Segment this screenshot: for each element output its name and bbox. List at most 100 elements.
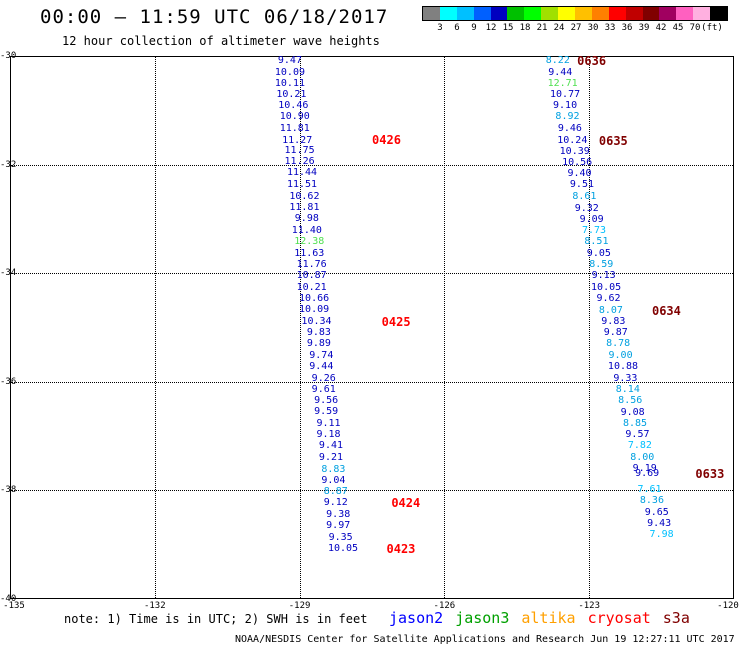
wave-height-value: 11.44: [286, 167, 318, 179]
satellite-legend-item: altika: [521, 609, 576, 627]
wave-height-value: 10.56: [562, 156, 593, 168]
wave-height-value: 8.51: [584, 236, 609, 248]
wave-height-value: 9.62: [596, 293, 621, 305]
color-swatch: [490, 7, 508, 20]
wave-height-value: 9.47: [277, 55, 302, 67]
wave-height-value: 7.98: [649, 529, 674, 541]
longitude-tick-label: -135: [3, 601, 25, 611]
color-scale-label: 33: [604, 23, 616, 33]
wave-height-value: 10.09: [299, 304, 330, 316]
wave-height-value: 11.75: [284, 145, 315, 157]
wave-height-value: 9.32: [574, 202, 599, 214]
wave-height-value: 10.24: [557, 134, 588, 146]
latitude-tick-label: -30: [0, 51, 17, 61]
wave-height-value: 9.89: [306, 338, 331, 350]
color-swatch: [473, 7, 491, 20]
color-scale-label: 70: [689, 23, 701, 33]
color-swatch: [456, 7, 474, 20]
color-swatch: [558, 7, 576, 20]
color-swatch: [608, 7, 626, 20]
wave-height-value: 8.87: [323, 486, 348, 498]
wave-height-value: 9.83: [601, 316, 626, 328]
color-swatch: [659, 7, 677, 20]
wave-height-value: 10.21: [296, 281, 327, 293]
satellite-legend-item: s3a: [662, 609, 690, 627]
wave-height-value: 8.78: [606, 338, 631, 350]
latitude-tick-label: -40: [0, 594, 17, 604]
pass-time-label: 0424: [391, 496, 421, 511]
chart-title: 00:00 – 11:59 UTC 06/18/2017: [40, 6, 389, 28]
longitude-gridline: [154, 57, 156, 598]
wave-height-value: 10.77: [550, 88, 581, 100]
color-swatch: [575, 7, 592, 20]
wave-height-value: 9.35: [328, 531, 353, 543]
wave-height-value: 12.71: [547, 77, 578, 89]
color-scale-label: 12: [485, 23, 497, 33]
wave-height-value: 11.51: [286, 179, 318, 191]
satellite-legend-item: jason3: [455, 609, 510, 627]
chart-subtitle: 12 hour collection of altimeter wave hei…: [62, 34, 380, 48]
wave-height-value: 10.62: [289, 191, 320, 203]
wave-height-value: 8.36: [639, 495, 664, 507]
wave-height-value: 9.69: [635, 468, 660, 480]
wave-height-value: 9.61: [311, 383, 336, 395]
wave-height-value: 9.65: [644, 506, 669, 518]
wave-height-value: 10.34: [301, 316, 332, 328]
wave-height-value: 9.26: [311, 373, 336, 385]
latitude-tick-label: -36: [0, 376, 17, 387]
color-swatch: [541, 7, 559, 20]
latitude-tick-label: -34: [0, 268, 17, 279]
color-scale-label: 18: [519, 23, 531, 33]
pass-time-label: 0426: [372, 133, 401, 148]
pass-time-label: 0425: [381, 315, 411, 330]
wave-height-value: 9.57: [625, 429, 650, 440]
wave-height-value: 11.40: [291, 224, 322, 236]
satellite-legend-item: cryosat: [587, 609, 651, 627]
wave-height-value: 9.00: [608, 349, 633, 361]
wave-height-value: 8.14: [615, 383, 640, 395]
longitude-gridline: [444, 57, 446, 598]
wave-height-value: 8.61: [572, 191, 597, 203]
wave-height-value: 10.11: [274, 77, 305, 89]
longitude-tick-label: -129: [288, 601, 311, 611]
color-scale-label: 6: [454, 23, 460, 33]
wave-height-value: 10.09: [274, 66, 305, 78]
wave-height-value: 9.44: [548, 66, 573, 78]
wave-height-value: 8.22: [545, 55, 570, 67]
wave-height-value: 9.51: [569, 179, 594, 191]
color-scale-label: 15: [502, 23, 514, 33]
wave-height-value: 9.87: [603, 327, 628, 339]
wave-height-value: 11.81: [279, 122, 310, 134]
color-swatch: [642, 7, 660, 20]
pass-time-label: 0636: [577, 54, 607, 69]
satellite-legend-item: jason2: [389, 609, 444, 627]
wave-height-value: 8.85: [623, 417, 648, 429]
footer-credit: NOAA/NESDIS Center for Satellite Applica…: [235, 634, 735, 645]
wave-height-value: 7.82: [627, 440, 652, 452]
color-swatch: [625, 7, 643, 20]
latitude-tick-label: -32: [0, 159, 17, 170]
longitude-tick-label: -120: [717, 601, 739, 611]
color-swatch: [439, 7, 457, 20]
wave-height-value: 10.90: [279, 111, 310, 123]
longitude-gridline: [299, 57, 301, 598]
color-scale-label: 45: [672, 23, 684, 33]
wave-height-value: 9.46: [557, 122, 582, 134]
pass-time-label: 0633: [695, 467, 725, 482]
wave-height-value: 9.83: [306, 326, 331, 338]
latitude-gridline: [11, 381, 733, 383]
wave-height-value: 9.38: [326, 508, 351, 520]
wave-height-value: 10.66: [299, 293, 330, 305]
color-swatch: [710, 7, 728, 20]
wave-height-value: 11.76: [296, 259, 327, 271]
wave-height-value: 10.05: [327, 543, 359, 555]
wave-height-value: 11.81: [289, 202, 320, 214]
wave-height-value: 9.40: [567, 167, 592, 179]
latitude-tick-label: -38: [0, 485, 17, 496]
wave-height-value: 11.63: [294, 247, 325, 259]
longitude-gridline: [589, 57, 591, 598]
longitude-tick-label: -132: [143, 601, 166, 611]
wave-height-value: 9.05: [586, 247, 611, 259]
wave-height-value: 9.11: [316, 417, 341, 429]
color-scale-label: 30: [587, 23, 599, 33]
